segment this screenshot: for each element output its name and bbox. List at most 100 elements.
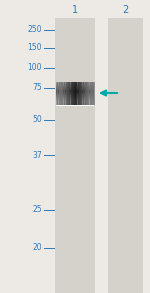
Bar (76, 82, 77, 105)
Bar (75, 82, 76, 105)
Bar (56, 93, 94, 94)
Bar (56, 103, 94, 104)
Bar (56, 104, 94, 105)
Bar (81, 82, 82, 105)
Bar (56, 100, 94, 101)
Bar (56, 86, 94, 87)
Bar (56, 86, 94, 87)
Bar (56, 84, 94, 85)
Bar (71, 82, 72, 105)
Bar (58, 82, 59, 105)
Bar (62, 82, 63, 105)
Text: 20: 20 (32, 243, 42, 253)
Bar (68, 82, 69, 105)
Bar (56, 96, 94, 97)
Bar (80, 82, 81, 105)
Bar (108, 18, 143, 293)
Text: 37: 37 (32, 151, 42, 159)
Bar (56, 92, 94, 93)
Bar (56, 84, 94, 85)
Bar (69, 82, 70, 105)
Bar (56, 102, 94, 103)
Bar (77, 82, 78, 105)
Bar (56, 93, 94, 94)
Bar (56, 93, 94, 94)
Bar (57, 82, 58, 105)
Bar (56, 101, 94, 102)
Bar (56, 92, 94, 93)
Bar (78, 82, 79, 105)
Bar (56, 88, 94, 89)
Bar (56, 94, 94, 95)
Bar (58, 82, 60, 105)
Bar (69, 82, 70, 105)
Bar (56, 96, 94, 97)
Text: 250: 250 (27, 25, 42, 35)
Bar (92, 82, 93, 105)
Text: 25: 25 (32, 205, 42, 214)
Bar (56, 85, 94, 86)
Bar (56, 91, 94, 92)
Bar (74, 82, 75, 105)
Bar (56, 102, 94, 103)
Bar (56, 100, 94, 101)
Bar (56, 90, 94, 91)
Bar (86, 82, 88, 105)
Bar (56, 82, 57, 105)
Bar (56, 95, 94, 96)
Bar (90, 82, 91, 105)
Bar (78, 82, 79, 105)
Bar (83, 82, 84, 105)
Bar (56, 87, 94, 88)
Bar (87, 82, 88, 105)
Bar (67, 82, 69, 105)
Bar (59, 82, 60, 105)
Bar (90, 82, 91, 105)
Bar (91, 82, 92, 105)
Text: 50: 50 (32, 115, 42, 125)
Bar (65, 82, 66, 105)
Bar (56, 89, 94, 90)
Bar (56, 88, 94, 89)
Bar (56, 88, 94, 89)
Bar (56, 89, 94, 90)
Bar (76, 82, 77, 105)
Bar (64, 82, 65, 105)
Bar (56, 97, 94, 98)
Bar (70, 82, 71, 105)
Text: 75: 75 (32, 84, 42, 93)
Bar (56, 99, 94, 100)
Bar (56, 82, 94, 83)
Bar (80, 82, 81, 105)
Bar (84, 82, 85, 105)
Bar (56, 87, 94, 88)
Bar (82, 82, 83, 105)
Bar (84, 82, 86, 105)
Bar (66, 82, 67, 105)
Bar (56, 94, 94, 95)
Bar (56, 83, 94, 84)
Bar (62, 82, 63, 105)
Bar (56, 92, 94, 93)
Bar (56, 82, 94, 83)
Bar (56, 98, 94, 99)
Bar (89, 82, 90, 105)
Bar (56, 102, 94, 103)
Bar (56, 99, 94, 100)
Bar (56, 103, 94, 104)
Bar (88, 82, 89, 105)
Bar (88, 82, 89, 105)
Bar (72, 82, 74, 105)
Bar (56, 98, 94, 99)
Bar (66, 82, 67, 105)
Bar (56, 95, 94, 96)
Bar (74, 82, 75, 105)
Bar (55, 18, 95, 293)
Bar (56, 104, 94, 105)
Text: 100: 100 (27, 64, 42, 72)
Bar (60, 82, 61, 105)
Bar (60, 82, 61, 105)
Text: 150: 150 (27, 43, 42, 52)
Bar (70, 82, 72, 105)
Bar (56, 83, 94, 84)
